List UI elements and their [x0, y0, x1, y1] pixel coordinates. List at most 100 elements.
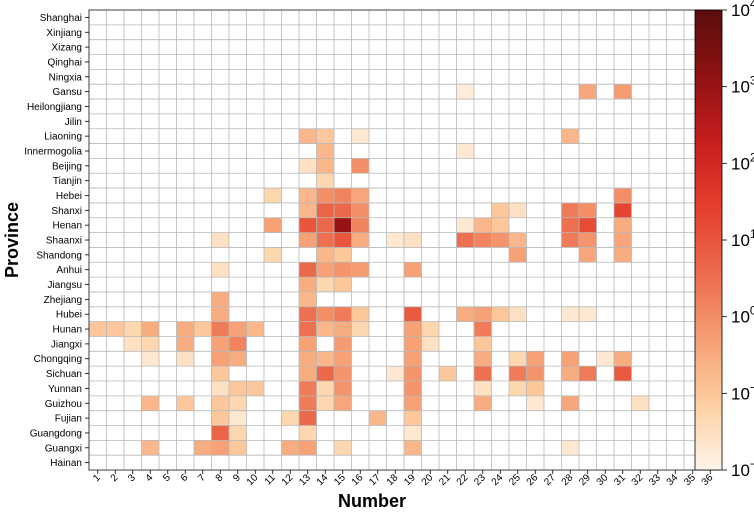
- x-tick-label: 20: [420, 472, 436, 488]
- heatmap-cell: [299, 306, 317, 322]
- heatmap-cell: [614, 232, 632, 248]
- heatmap-cell: [474, 351, 492, 367]
- heatmap-cell: [334, 247, 352, 263]
- y-tick-label: Xinjiang: [46, 28, 82, 39]
- heatmap-cell: [561, 306, 579, 322]
- heatmap-cell: [421, 321, 439, 337]
- x-tick-label: 3: [126, 472, 138, 484]
- x-tick-label: 28: [560, 472, 576, 488]
- heatmap-cell: [334, 188, 352, 203]
- heatmap-cell: [229, 351, 247, 367]
- heatmap-cell: [509, 351, 527, 367]
- heatmap-cell: [474, 321, 492, 337]
- colorbar: 104 103 102 101 100 10−1 10−2: [694, 0, 754, 480]
- heatmap-cell: [386, 366, 404, 381]
- heatmap-cell: [211, 395, 229, 411]
- heatmap-cell: [211, 232, 229, 248]
- heatmap-cell: [229, 425, 247, 441]
- heatmap-cell: [509, 306, 527, 322]
- x-tick-label: 17: [367, 472, 383, 488]
- heatmap-cell: [299, 336, 317, 352]
- x-tick-labels: 1 2 3 4 5 6 7 8 9 10 11 12 13 14 15 16 17 18 19 20 21 22 23 24 2…: [91, 470, 716, 488]
- x-tick-label: 35: [682, 472, 698, 488]
- heatmap-cell: [299, 202, 317, 218]
- y-tick-label: Shandong: [36, 250, 82, 261]
- heatmap-cell: [561, 395, 579, 411]
- heatmap-cell: [404, 336, 422, 352]
- y-tick-label: Liaoning: [44, 132, 82, 143]
- x-tick-label: 21: [437, 472, 453, 488]
- heatmap-cell: [491, 232, 509, 248]
- y-tick-label: Beijing: [52, 161, 82, 172]
- y-tick-labels: Shanghai Xinjiang Xizang Qinghai Ningxia Gans…: [24, 13, 89, 469]
- heatmap-cell: [614, 217, 632, 233]
- heatmap-cell: [526, 381, 544, 396]
- x-tick-label: 14: [315, 472, 331, 488]
- x-tick-label: 2: [109, 472, 121, 484]
- heatmap-cell: [316, 262, 334, 278]
- heatmap-cell: [264, 247, 282, 263]
- heatmap-cell: [176, 395, 194, 411]
- heatmap-cell: [141, 440, 159, 456]
- heatmap-cell: [561, 217, 579, 233]
- heatmap-cell: [176, 321, 194, 337]
- y-tick-label: Shanghai: [40, 13, 82, 24]
- y-tick-label: Ningxia: [49, 72, 83, 83]
- x-axis-title: Number: [338, 491, 406, 511]
- y-tick-label: Guangdong: [30, 428, 82, 439]
- heatmap-cell: [194, 440, 212, 456]
- heatmap-cell: [124, 336, 142, 352]
- heatmap-cell: [561, 128, 579, 144]
- heatmap-cell: [229, 381, 247, 396]
- y-tick-label: Jiangsu: [48, 280, 82, 291]
- heatmap-cell: [316, 395, 334, 411]
- heatmap-cell: [299, 366, 317, 381]
- heatmap-cell: [334, 217, 352, 233]
- x-tick-label: 1: [91, 472, 103, 484]
- colorbar-ticks: 104 103 102 101 100 10−1 10−2: [722, 0, 754, 480]
- y-tick-label: Guangxi: [45, 443, 82, 454]
- heatmap-cell: [456, 217, 474, 233]
- heatmap-cell: [456, 143, 474, 159]
- y-axis-title: Province: [2, 202, 22, 278]
- heatmap-cell: [316, 128, 334, 144]
- heatmap-cell: [141, 395, 159, 411]
- y-tick-label: Anhui: [56, 265, 82, 276]
- heatmap-cell: [299, 291, 317, 307]
- heatmap-cell: [509, 202, 527, 218]
- heatmap-cell: [404, 306, 422, 322]
- heatmap-cell: [579, 247, 597, 263]
- heatmap-cell: [404, 440, 422, 456]
- heatmap-cell: [211, 306, 229, 322]
- x-tick-label: 8: [214, 472, 226, 484]
- heatmap-cell: [299, 232, 317, 248]
- x-tick-label: 11: [263, 472, 278, 487]
- heatmap-cell: [509, 381, 527, 396]
- heatmap-cell: [579, 202, 597, 218]
- colorbar-tick-label: 102: [731, 150, 754, 173]
- heatmap-cell: [211, 336, 229, 352]
- y-tick-label: Jiangxi: [51, 339, 82, 350]
- colorbar-tick-label: 104: [731, 0, 754, 20]
- heatmap-cell: [316, 188, 334, 203]
- heatmap-cell: [299, 395, 317, 411]
- heatmap-cell: [334, 366, 352, 381]
- heatmap-cell: [561, 366, 579, 381]
- heatmap-cell: [439, 366, 457, 381]
- heatmap-cell: [614, 247, 632, 263]
- heatmap-cell: [299, 128, 317, 144]
- y-tick-label: Hubei: [56, 310, 82, 321]
- heatmap-cell: [579, 306, 597, 322]
- heatmap-cell: [281, 410, 299, 426]
- x-tick-label: 34: [665, 472, 681, 488]
- heatmap-cell: [421, 336, 439, 352]
- heatmap-cell: [404, 425, 422, 441]
- heatmap-cell: [211, 440, 229, 456]
- heatmap-cell: [404, 351, 422, 367]
- x-tick-label: 36: [700, 472, 716, 488]
- heatmap-cell: [614, 84, 632, 100]
- heatmap-cell: [404, 381, 422, 396]
- x-tick-label: 18: [385, 472, 401, 488]
- y-tick-label: Innermogolia: [24, 146, 82, 157]
- heatmap-cell: [404, 410, 422, 426]
